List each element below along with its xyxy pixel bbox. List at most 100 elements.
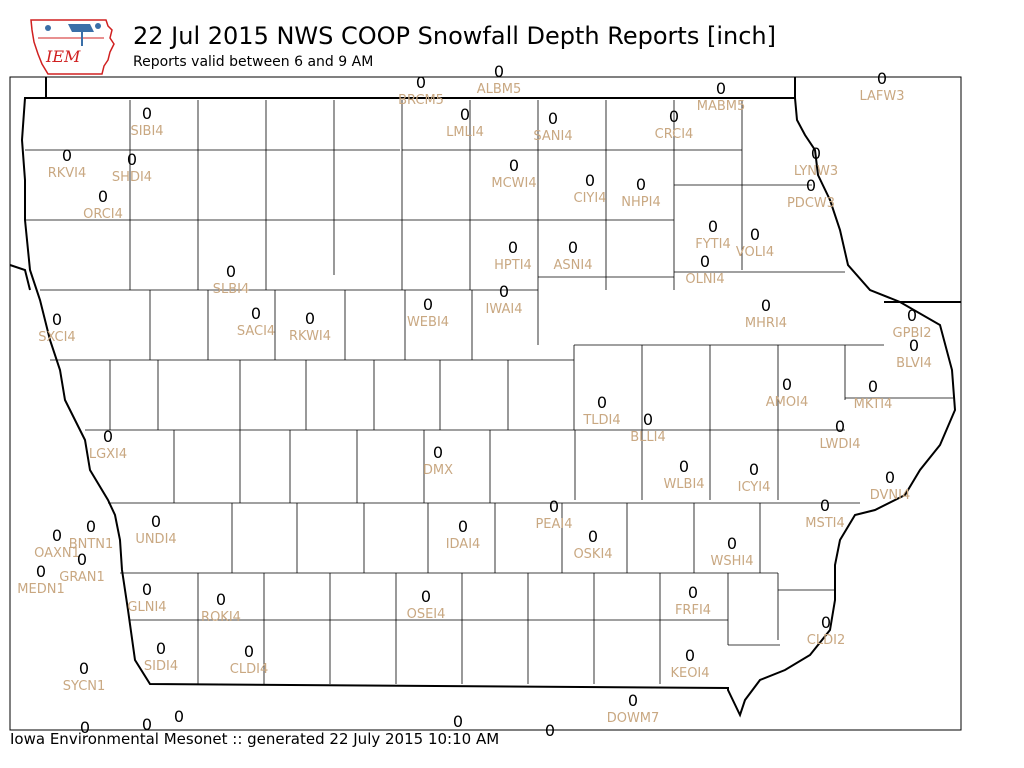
station-value: 0 bbox=[679, 457, 689, 476]
station-value: 0 bbox=[811, 144, 821, 163]
station-value: 0 bbox=[151, 512, 161, 531]
station-value: 0 bbox=[226, 262, 236, 281]
station-value: 0 bbox=[868, 377, 878, 396]
station-id: WLBI4 bbox=[663, 477, 704, 492]
station-value: 0 bbox=[749, 460, 759, 479]
edge-value: 0 bbox=[545, 721, 555, 740]
station-value: 0 bbox=[685, 646, 695, 665]
station-id: SIBI4 bbox=[130, 124, 163, 139]
station-value: 0 bbox=[244, 642, 254, 661]
map-title: 22 Jul 2015 NWS COOP Snowfall Depth Repo… bbox=[133, 22, 776, 50]
station-value: 0 bbox=[628, 691, 638, 710]
station-value: 0 bbox=[142, 580, 152, 599]
station-id: MKTI4 bbox=[854, 397, 893, 412]
station-id: ORCI4 bbox=[83, 207, 123, 222]
station-id: MSTI4 bbox=[805, 516, 845, 531]
station-id: RKVI4 bbox=[48, 166, 87, 181]
station-id: LYNW3 bbox=[794, 164, 838, 179]
station-value: 0 bbox=[835, 417, 845, 436]
station-id: BRCM5 bbox=[398, 93, 444, 108]
station-value: 0 bbox=[98, 187, 108, 206]
station-value: 0 bbox=[416, 73, 426, 92]
station-value: 0 bbox=[305, 309, 315, 328]
station-id: VOLI4 bbox=[736, 245, 774, 260]
station-value: 0 bbox=[636, 175, 646, 194]
station-value: 0 bbox=[52, 310, 62, 329]
station-id: GRAN1 bbox=[59, 570, 104, 585]
station-id: CLDI4 bbox=[230, 662, 268, 677]
station-value: 0 bbox=[433, 443, 443, 462]
station-value: 0 bbox=[77, 550, 87, 569]
station-id: WEBI4 bbox=[407, 315, 449, 330]
station-id: MEDN1 bbox=[17, 582, 64, 597]
county-boundaries bbox=[25, 100, 953, 684]
station-id: FRFI4 bbox=[675, 603, 711, 618]
station-id: SHDI4 bbox=[112, 170, 152, 185]
station-value: 0 bbox=[820, 496, 830, 515]
station-value: 0 bbox=[52, 526, 62, 545]
station-id: RKWI4 bbox=[289, 329, 331, 344]
station-id: NHPI4 bbox=[621, 195, 660, 210]
station-value: 0 bbox=[821, 613, 831, 632]
station-id: FYTI4 bbox=[695, 237, 730, 252]
station-value: 0 bbox=[568, 238, 578, 257]
station-value: 0 bbox=[643, 410, 653, 429]
station-id: SYCN1 bbox=[63, 679, 106, 694]
station-id: GLNI4 bbox=[127, 600, 166, 615]
station-value: 0 bbox=[750, 225, 760, 244]
station-id: SIDI4 bbox=[144, 659, 178, 674]
station-value: 0 bbox=[499, 282, 509, 301]
edge-value: 0 bbox=[80, 718, 90, 737]
station-id: ASNI4 bbox=[554, 258, 593, 273]
map-subtitle: Reports valid between 6 and 9 AM bbox=[133, 54, 374, 70]
station-id: PEAI4 bbox=[535, 517, 572, 532]
station-value: 0 bbox=[588, 527, 598, 546]
station-id: OLNI4 bbox=[685, 272, 724, 287]
station-value: 0 bbox=[585, 171, 595, 190]
station-id: BNTN1 bbox=[69, 537, 114, 552]
station-id: LGXI4 bbox=[89, 447, 127, 462]
station-value: 0 bbox=[421, 587, 431, 606]
station-value: 0 bbox=[885, 468, 895, 487]
station-value: 0 bbox=[494, 62, 504, 81]
station-value: 0 bbox=[86, 517, 96, 536]
station-value: 0 bbox=[458, 517, 468, 536]
station-value: 0 bbox=[669, 107, 679, 126]
station-value: 0 bbox=[597, 393, 607, 412]
station-value: 0 bbox=[716, 79, 726, 98]
station-value: 0 bbox=[423, 295, 433, 314]
station-id: SANI4 bbox=[533, 129, 572, 144]
station-id: UNDI4 bbox=[135, 532, 176, 547]
station-value: 0 bbox=[782, 375, 792, 394]
station-value: 0 bbox=[700, 252, 710, 271]
station-id: CIYI4 bbox=[574, 191, 607, 206]
station-value: 0 bbox=[460, 105, 470, 124]
station-value: 0 bbox=[156, 639, 166, 658]
